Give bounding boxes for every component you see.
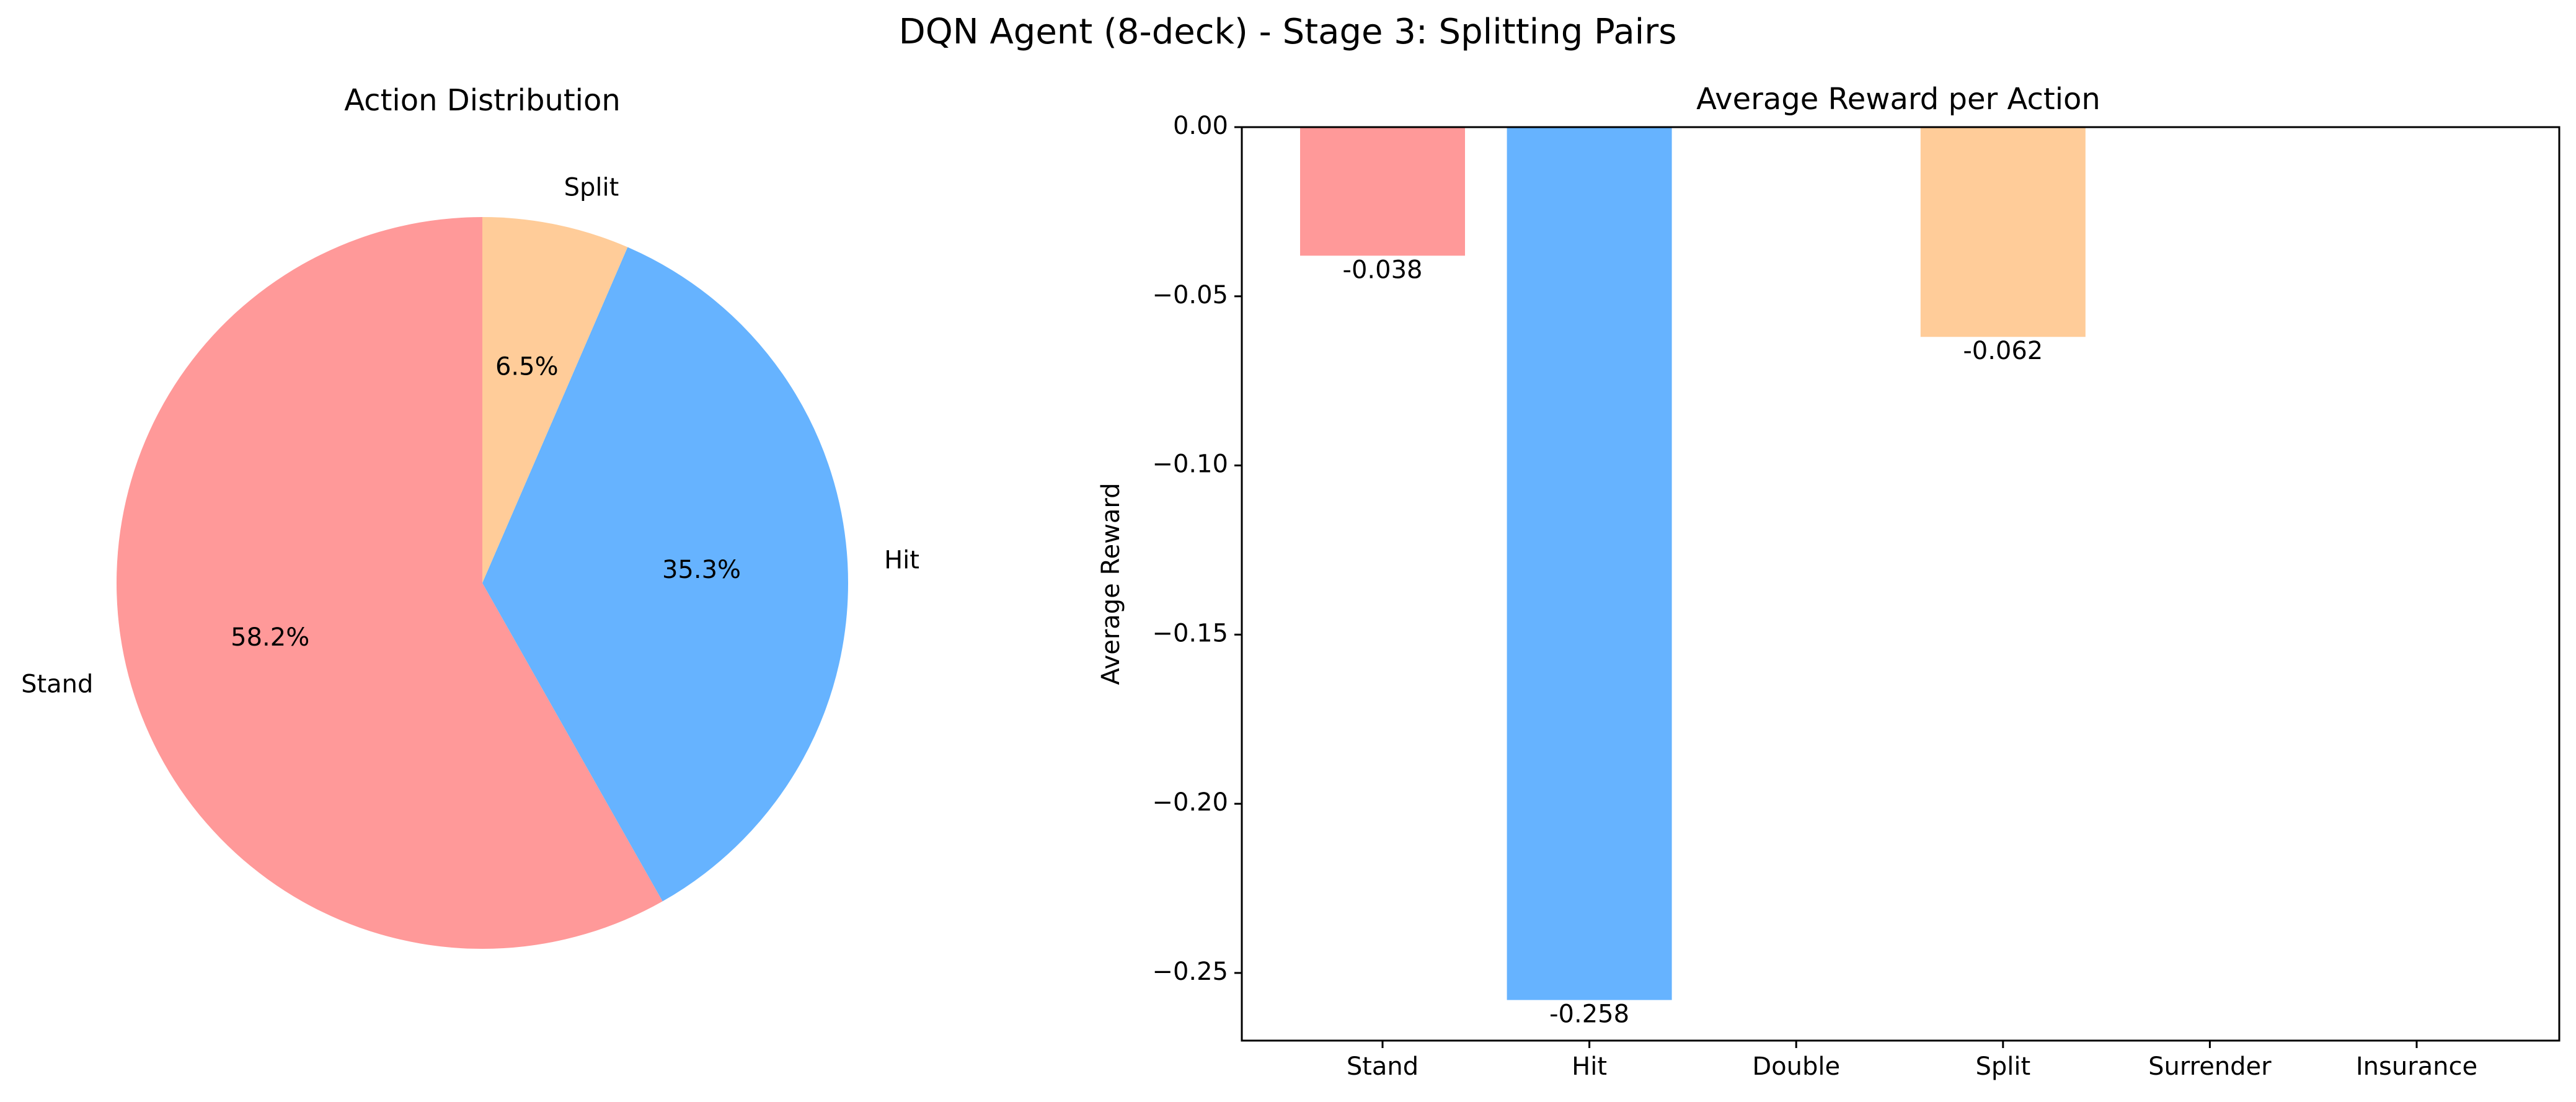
- pie-labels: Stand 58.2% Hit 35.3% Split 6.5%: [21, 173, 919, 698]
- x-axis-ticks: Stand Hit Double Split Surrender Insurance: [1347, 1041, 2477, 1081]
- pie-chart: Action Distribution Stand 58.2% Hit 35.3% Sp…: [21, 83, 919, 949]
- y-tick-label: 0.00: [1173, 112, 1228, 140]
- pie-slice-split: [482, 217, 628, 583]
- bar-axes-frame: [1241, 126, 2561, 1042]
- bar-value-label-hit: -0.258: [1549, 1000, 1629, 1029]
- y-tick-label: −0.15: [1152, 619, 1228, 647]
- bar-value-label-split: -0.062: [1963, 337, 2043, 365]
- bar-value-label-stand: -0.038: [1343, 256, 1423, 284]
- x-tick-label-insurance: Insurance: [2356, 1052, 2477, 1081]
- x-tick-label-split: Split: [1975, 1052, 2030, 1081]
- pie-slices: [117, 217, 848, 949]
- bar-stand: [1300, 127, 1465, 256]
- pie-title: Action Distribution: [344, 83, 621, 118]
- pie-label-split: Split: [564, 173, 619, 202]
- bar-split: [1920, 127, 2086, 337]
- bar-title: Average Reward per Action: [1696, 82, 2100, 117]
- pie-percent-hit: 35.3%: [662, 556, 741, 584]
- pie-percent-stand: 58.2%: [231, 623, 309, 652]
- x-tick-label-hit: Hit: [1572, 1052, 1607, 1081]
- y-tick-label: −0.05: [1152, 281, 1228, 309]
- bar-marks: [1300, 127, 2086, 1000]
- y-axis-label: Average Reward: [1097, 483, 1125, 685]
- pie-label-stand: Stand: [21, 670, 93, 698]
- x-tick-label-surrender: Surrender: [2148, 1052, 2272, 1081]
- bar-chart: Average Reward per Action -0.038-0.258-0…: [1097, 82, 2561, 1081]
- y-tick-label: −0.10: [1152, 450, 1228, 479]
- pie-slice-stand: [117, 217, 663, 949]
- pie-label-hit: Hit: [884, 546, 919, 574]
- pie-slice-hit: [482, 247, 848, 902]
- x-tick-label-stand: Stand: [1347, 1052, 1419, 1081]
- pie-percent-split: 6.5%: [495, 352, 559, 381]
- y-axis-ticks: 0.00 −0.05 −0.10 −0.15 −0.20 −0.25: [1152, 112, 1242, 986]
- x-tick-label-double: Double: [1752, 1052, 1840, 1081]
- bar-value-labels: -0.038 -0.258 -0.062: [1343, 256, 2043, 1028]
- figure-title: DQN Agent (8-deck) - Stage 3: Splitting …: [899, 12, 1677, 52]
- bar-hit: [1507, 127, 1672, 1000]
- y-tick-label: −0.25: [1152, 958, 1228, 986]
- y-tick-label: −0.20: [1152, 788, 1228, 817]
